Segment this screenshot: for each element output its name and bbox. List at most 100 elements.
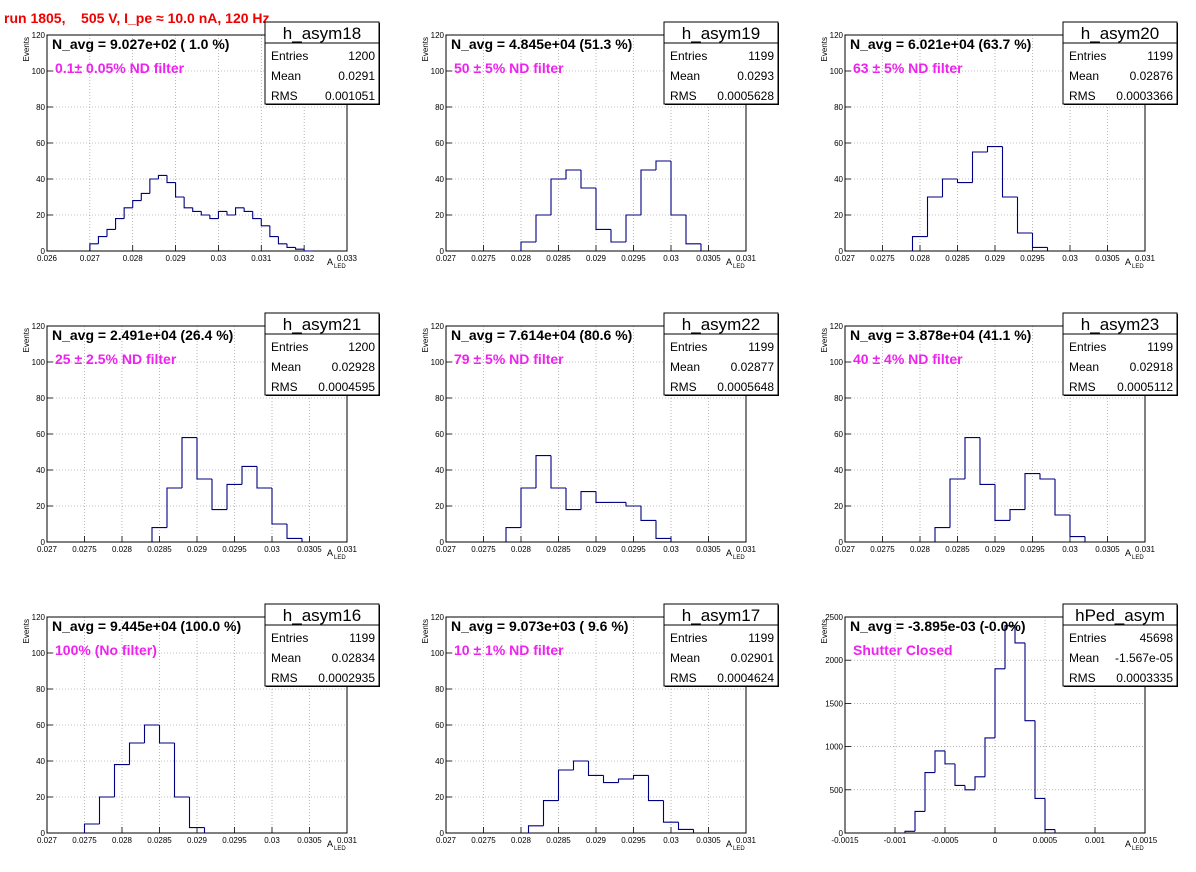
stat-entries-label: Entries [271, 631, 308, 645]
stats-box [264, 21, 380, 105]
histogram-bin [986, 146, 1003, 152]
stat-rms-value: 0.0005628 [717, 89, 774, 103]
y-tick-label: 40 [435, 466, 444, 475]
histogram-panel-h_asym16: 0.027 0.0275 0.028 0.0285 0.029 0.0295 0.03 0.0… [22, 603, 380, 852]
y-tick-label: 100 [431, 67, 445, 76]
x-tick-label: 0.029 [586, 254, 607, 263]
navg-label: N_avg = 9.027e+02 ( 1.0 %) [52, 36, 229, 52]
histogram-bin [926, 196, 943, 237]
histogram-bin [904, 830, 915, 833]
stat-entries-value: 1199 [748, 631, 774, 645]
histogram-bin [640, 169, 656, 215]
x-tick-label: 0.0285 [147, 836, 172, 845]
x-tick-label: 0.0305 [696, 254, 721, 263]
y-tick-label: 100 [830, 358, 844, 367]
y-tick-label: 80 [834, 394, 843, 403]
x-tick-label: -0.0015 [831, 836, 859, 845]
y-axis-label: Events [820, 619, 829, 643]
y-tick-label: 0 [839, 829, 844, 838]
x-tick-label: 0.03 [264, 545, 280, 554]
histogram-bin [550, 178, 566, 215]
y-tick-label: 80 [435, 685, 444, 694]
histogram-bin [1044, 798, 1055, 831]
histogram-bin [944, 750, 955, 765]
y-tick-label: 100 [431, 358, 445, 367]
histogram-bin [1034, 720, 1045, 799]
stat-rms-label: RMS [271, 380, 298, 394]
x-tick-label: 0.03 [663, 545, 679, 554]
x-tick-label: -0.001 [884, 836, 907, 845]
stat-mean-value: 0.0293 [737, 69, 774, 83]
histogram-bin [535, 455, 551, 488]
y-axis-label: Events [22, 37, 31, 61]
y-tick-label: 0 [839, 247, 844, 256]
x-tick-label: 0.029 [586, 545, 607, 554]
y-tick-label: 0 [41, 247, 46, 256]
x-tick-label: 0.028 [511, 254, 532, 263]
x-axis-label-subscript: LED [733, 555, 745, 561]
navg-label: N_avg = 6.021e+04 (63.7 %) [850, 36, 1031, 52]
x-tick-label: 0.027 [835, 254, 856, 263]
x-tick-label: 0.03 [264, 836, 280, 845]
stat-mean-label: Mean [271, 69, 301, 83]
y-tick-label: 1000 [825, 743, 843, 752]
x-axis-label-subscript: LED [733, 846, 745, 852]
histogram-bin [685, 215, 701, 245]
y-tick-label: 20 [435, 211, 444, 220]
histogram-bin [260, 218, 270, 227]
x-tick-label: 0.028 [112, 545, 133, 554]
x-axis-label: A [1125, 548, 1131, 558]
y-tick-label: 20 [435, 793, 444, 802]
y-tick-label: 0 [41, 829, 46, 838]
y-tick-label: 80 [435, 103, 444, 112]
stat-entries-value: 1200 [348, 340, 375, 354]
histogram-name: h_asym21 [283, 315, 361, 334]
x-tick-label: 0.031 [1135, 545, 1156, 554]
y-tick-label: 0 [839, 538, 844, 547]
y-tick-label: 2000 [825, 656, 843, 665]
histogram-bin [217, 210, 227, 219]
x-axis-label-subscript: LED [1132, 846, 1144, 852]
x-axis-label: A [327, 548, 333, 558]
x-tick-label: 0.0275 [870, 545, 895, 554]
x-tick-label: 0.0295 [621, 836, 646, 845]
stat-rms-label: RMS [1069, 89, 1096, 103]
histogram-bin [971, 151, 988, 183]
x-tick-label: 0.029 [187, 836, 208, 845]
filter-label: Shutter Closed [853, 642, 953, 658]
histogram-bin [625, 502, 641, 507]
histogram-bin [1004, 625, 1015, 669]
y-tick-label: 20 [435, 502, 444, 511]
navg-label: N_avg = 2.491e+04 (26.4 %) [52, 327, 233, 343]
histogram-bin [235, 207, 245, 215]
x-tick-label: 0.0305 [297, 545, 322, 554]
x-tick-label: 0.0295 [1020, 545, 1045, 554]
histogram-bin [595, 491, 611, 503]
filter-label: 100% (No filter) [55, 642, 157, 658]
stat-mean-value: 0.02877 [731, 360, 775, 374]
stat-mean-value: 0.02834 [332, 651, 376, 665]
histogram-bin [269, 225, 279, 238]
x-axis-label-subscript: LED [334, 846, 346, 852]
histogram-bin [580, 491, 596, 510]
histogram-bin [632, 774, 649, 779]
stat-rms-value: 0.0005648 [717, 380, 774, 394]
histogram-bin [256, 466, 272, 489]
y-tick-label: 100 [32, 67, 46, 76]
x-tick-label: 0.032 [294, 254, 315, 263]
x-tick-label: 0.0305 [1095, 545, 1120, 554]
histogram-bin [157, 174, 167, 179]
y-axis-label: Events [820, 37, 829, 61]
x-tick-label: 0.028 [123, 254, 144, 263]
histogram-bin [277, 236, 287, 245]
stat-rms-value: 0.0003335 [1116, 671, 1173, 685]
y-axis-label: Events [421, 619, 430, 643]
y-tick-label: 20 [834, 502, 843, 511]
stat-mean-value: 0.0291 [338, 69, 375, 83]
x-tick-label: 0.029 [985, 254, 1006, 263]
x-tick-label: 0.029 [187, 545, 208, 554]
x-tick-label: 0.001 [1085, 836, 1106, 845]
x-tick-label: 0.0295 [621, 254, 646, 263]
y-tick-label: 500 [830, 786, 844, 795]
x-axis-label-subscript: LED [334, 555, 346, 561]
